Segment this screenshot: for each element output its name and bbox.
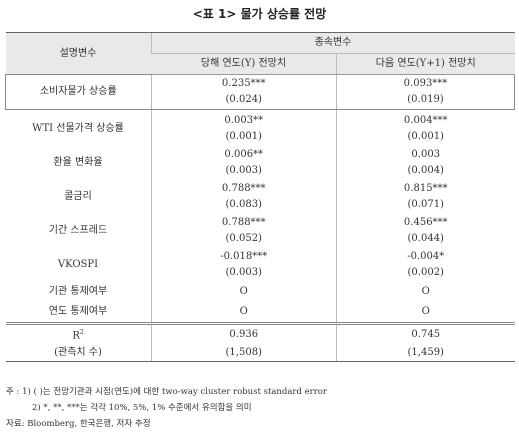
value-cell: 0.003 (0.004) — [336, 146, 515, 180]
standard-error: (0.044) — [407, 233, 444, 244]
row-label: R2 — [5, 322, 151, 345]
table-row: (관측치 수) (1,508) (1,459) — [5, 344, 515, 363]
source: 자료: Bloomberg, 한국은행, 저자 추정 — [6, 419, 151, 429]
standard-error: (0.004) — [407, 165, 444, 176]
standard-error: (0.019) — [407, 94, 444, 105]
row-label: WTI 선물가격 상승률 — [32, 123, 124, 134]
standard-error: (0.002) — [407, 267, 444, 278]
standard-error: (0.024) — [225, 94, 262, 105]
value-cell: O — [150, 302, 337, 324]
row-label: 소비자물가 상승률 — [5, 74, 151, 110]
value-cell: (1,459) — [336, 344, 515, 363]
value-cell: (1,508) — [150, 344, 337, 363]
value-cell: -0.018*** (0.003) — [150, 248, 337, 282]
coefficient: 0.788*** — [221, 217, 266, 228]
header-cell: 종속변수 — [150, 32, 515, 54]
value-cell: 0.004*** (0.001) — [336, 112, 515, 146]
table-row: 연도 통제여부 O O — [6, 302, 515, 324]
table-row: 콜금리 0.788*** (0.083) 0.815*** (0.071) — [6, 180, 515, 214]
value-cell: -0.004* (0.002) — [336, 248, 515, 282]
coefficient: O — [239, 306, 248, 317]
note: 2) *, **, ***는 각각 10%, 5%, 1% 수준에서 유의함을 … — [32, 403, 252, 413]
coefficient: 0.456*** — [403, 217, 448, 228]
coefficient: 0.006** — [224, 149, 264, 160]
standard-error: (0.071) — [407, 199, 444, 210]
note: 주 : 1) ( )는 전망기관과 시점(연도)에 대한 two-way clu… — [6, 384, 327, 400]
coefficient: 0.235*** — [221, 78, 266, 89]
header-cell: 설명변수 — [5, 32, 151, 75]
row-label: VKOSPI — [57, 259, 99, 270]
results-table: 설명변수 종속변수 당해 연도(Y) 전망치 다음 연도(Y+1) 전망치 소비… — [5, 32, 515, 363]
value-cell: 0.815*** (0.071) — [336, 180, 515, 214]
value-cell: 0.745 — [336, 322, 515, 345]
coefficient: 0.003** — [224, 115, 264, 126]
standard-error: (0.052) — [225, 233, 262, 244]
value-cell: 0.003** (0.001) — [150, 112, 337, 146]
value-cell: 0.788*** (0.083) — [150, 180, 337, 214]
value-cell: 0.936 — [150, 322, 337, 345]
standard-error: (0.001) — [407, 131, 444, 142]
coefficient: -0.018*** — [220, 251, 268, 262]
row-label: 환율 변화율 — [53, 157, 103, 168]
row-label: 연도 통제여부 — [48, 306, 108, 317]
value-cell: 0.235*** (0.024) — [150, 74, 337, 110]
coefficient: 0.815*** — [403, 183, 448, 194]
coefficient: 0.004*** — [403, 115, 448, 126]
value-cell: O — [336, 302, 515, 324]
note-text: 1) ( )는 전망기관과 시점(연도)에 대한 two-way cluster… — [22, 387, 327, 397]
r2-superscript: 2 — [79, 329, 84, 336]
value-cell: 0.093*** (0.019) — [336, 74, 515, 110]
value-cell: 0.456*** (0.044) — [336, 214, 515, 248]
table-row: VKOSPI -0.018*** (0.003) -0.004* (0.002) — [6, 248, 515, 282]
header-cell: 다음 연도(Y+1) 전망치 — [336, 53, 515, 75]
notes: 주 : 1) ( )는 전망기관과 시점(연도)에 대한 two-way clu… — [6, 384, 327, 432]
coefficient: O — [421, 306, 430, 317]
standard-error: (0.083) — [225, 199, 262, 210]
r2-label: R — [72, 330, 80, 342]
row-label: 기간 스프레드 — [48, 225, 108, 236]
coefficient: 0.788*** — [221, 183, 266, 194]
row-label: 기관 통제여부 — [48, 286, 108, 297]
value-cell: O — [150, 282, 337, 302]
table-row: WTI 선물가격 상승률 0.003** (0.001) 0.004*** (0.001… — [6, 112, 515, 146]
coefficient: 0.003 — [411, 149, 441, 160]
table-row: 환율 변화율 0.006** (0.003) 0.003 (0.004) — [6, 146, 515, 180]
value-cell: 0.006** (0.003) — [150, 146, 337, 180]
table-body: 소비자물가 상승률 0.235*** (0.024) 0.093*** (0.019) W… — [5, 74, 515, 363]
note-prefix: 주 : — [6, 387, 20, 397]
coefficient: -0.004* — [407, 251, 445, 262]
value-cell: 0.788*** (0.052) — [150, 214, 337, 248]
table-row: 기관 통제여부 O O — [6, 282, 515, 302]
row-label: (관측치 수) — [5, 344, 151, 363]
standard-error: (0.001) — [225, 131, 262, 142]
title: <표 1> 물가 상승률 전망 — [192, 7, 327, 21]
table-row: 소비자물가 상승률 0.235*** (0.024) 0.093*** (0.019) — [5, 74, 515, 110]
header-cell: 당해 연도(Y) 전망치 — [151, 53, 337, 75]
table-row: R2 0.936 0.745 — [5, 322, 515, 345]
standard-error: (0.003) — [225, 165, 262, 176]
table-row: 기간 스프레드 0.788*** (0.052) 0.456*** (0.044) — [6, 214, 515, 248]
value-cell: O — [336, 282, 515, 302]
coefficient: O — [239, 286, 248, 297]
coefficient: O — [421, 286, 430, 297]
standard-error: (0.003) — [225, 267, 262, 278]
row-label: 콜금리 — [64, 191, 92, 202]
coefficient: 0.093*** — [403, 78, 448, 89]
